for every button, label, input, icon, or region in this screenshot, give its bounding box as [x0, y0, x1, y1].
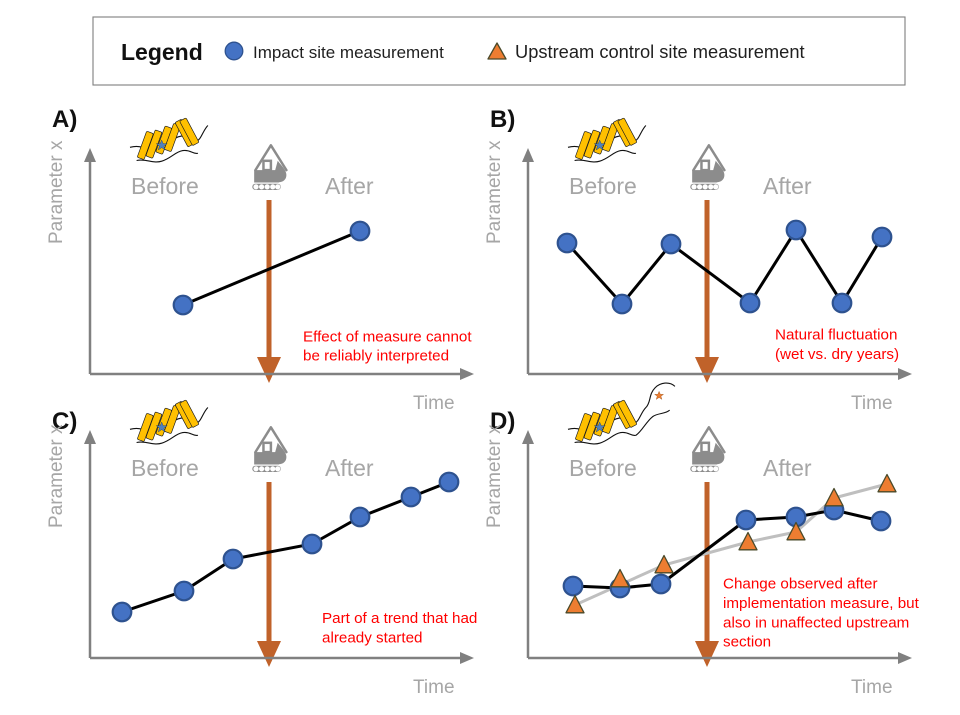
- svg-text:Time: Time: [413, 393, 455, 414]
- svg-text:After: After: [763, 173, 812, 199]
- svg-text:Parameter x: Parameter x: [484, 140, 505, 244]
- svg-text:Before: Before: [569, 173, 637, 199]
- svg-text:After: After: [763, 455, 812, 481]
- svg-text:Change observed after: Change observed after: [723, 576, 878, 593]
- svg-text:already started: already started: [322, 629, 422, 646]
- svg-text:Legend: Legend: [121, 39, 203, 65]
- svg-text:Parameter x: Parameter x: [46, 424, 67, 528]
- svg-text:Before: Before: [569, 455, 637, 481]
- svg-text:After: After: [325, 173, 374, 199]
- svg-text:Upstream control site measurem: Upstream control site measurement: [515, 41, 805, 62]
- svg-text:Time: Time: [851, 677, 893, 698]
- svg-text:be reliably interpreted: be reliably interpreted: [303, 348, 449, 365]
- svg-text:Effect of measure cannot: Effect of measure cannot: [303, 328, 472, 345]
- svg-text:also in unaffected upstream: also in unaffected upstream: [723, 614, 909, 631]
- svg-text:Time: Time: [851, 393, 893, 414]
- svg-text:Before: Before: [131, 173, 199, 199]
- svg-text:Parameter x: Parameter x: [46, 140, 67, 244]
- svg-text:(wet vs. dry years): (wet vs. dry years): [775, 346, 899, 363]
- svg-text:section: section: [723, 634, 771, 651]
- svg-text:implementation measure, but: implementation measure, but: [723, 595, 920, 612]
- svg-text:Natural fluctuation: Natural fluctuation: [775, 327, 897, 344]
- svg-text:A): A): [52, 106, 77, 133]
- svg-text:B): B): [490, 106, 515, 133]
- svg-text:Impact site measurement: Impact site measurement: [253, 43, 444, 62]
- svg-text:Part of a trend that had: Part of a trend that had: [322, 610, 477, 627]
- svg-text:Before: Before: [131, 455, 199, 481]
- svg-text:Parameter x: Parameter x: [484, 424, 505, 528]
- svg-text:Time: Time: [413, 677, 455, 698]
- svg-text:After: After: [325, 455, 374, 481]
